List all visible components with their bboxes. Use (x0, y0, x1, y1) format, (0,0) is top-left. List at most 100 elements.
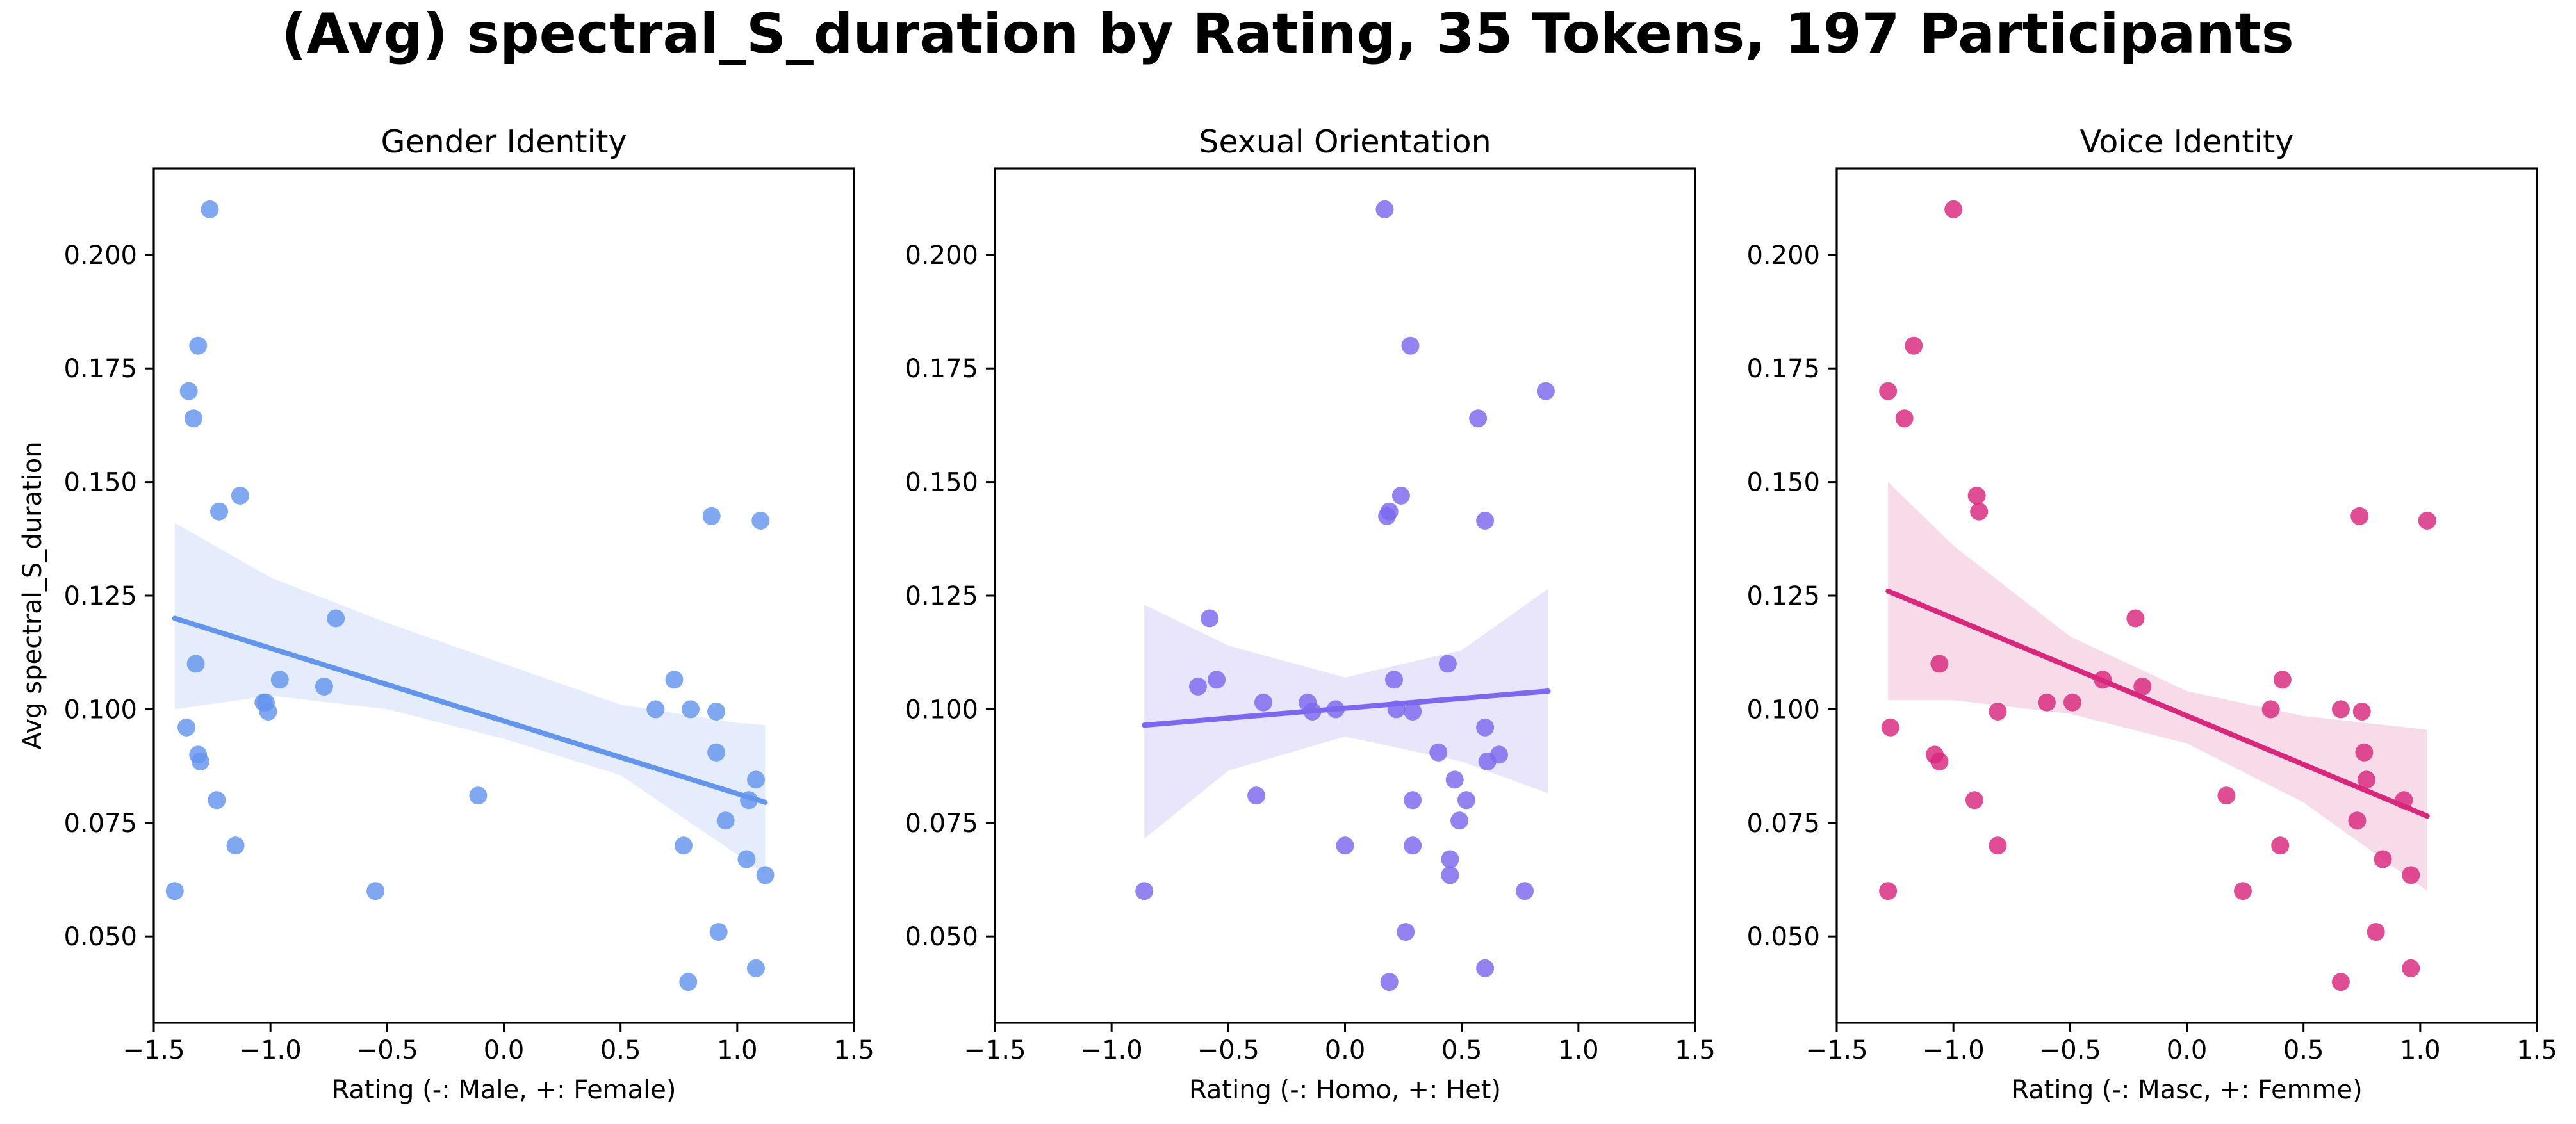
data-point (1989, 836, 2007, 855)
data-point (2126, 609, 2145, 628)
data-point (1536, 382, 1555, 400)
data-point (165, 882, 184, 900)
data-point (1476, 511, 1495, 530)
x-tick-label: −0.5 (1197, 1036, 1259, 1065)
data-point (2233, 882, 2252, 900)
data-point (2350, 507, 2369, 525)
data-point (646, 700, 665, 719)
confidence-band (1888, 482, 2427, 892)
y-tick-label: 0.075 (63, 809, 137, 838)
confidence-band (174, 523, 766, 876)
y-tick-label: 0.150 (63, 468, 137, 498)
data-point (469, 786, 488, 805)
x-tick-label: 0.0 (2167, 1036, 2208, 1065)
data-point (1930, 752, 1949, 770)
panel-title: Sexual Orientation (1199, 124, 1491, 160)
data-point (751, 511, 770, 530)
x-tick-label: 0.5 (1441, 1036, 1482, 1065)
data-point (679, 973, 698, 991)
x-tick-label: 1.0 (717, 1036, 758, 1065)
data-point (1445, 770, 1464, 789)
data-point (709, 923, 728, 941)
data-point (177, 718, 196, 737)
data-point (1469, 409, 1488, 428)
y-axis-label: Avg spectral_S_duration (18, 441, 47, 749)
data-point (2355, 743, 2374, 762)
plot-frame (994, 167, 1696, 1024)
data-point (1385, 671, 1404, 689)
data-point (1404, 791, 1422, 810)
x-tick-label: −1.0 (1081, 1036, 1143, 1065)
regression-line (1142, 688, 1551, 728)
data-point (259, 702, 277, 721)
data-point (1944, 200, 1963, 218)
data-point (2273, 671, 2292, 689)
y-tick-label: 0.050 (1746, 922, 1820, 952)
data-point (2037, 693, 2056, 712)
data-point (1441, 866, 1459, 884)
x-tick-label: −1.0 (240, 1036, 302, 1065)
data-point (2331, 700, 2350, 719)
data-point (1254, 693, 1272, 712)
data-point (1516, 882, 1534, 900)
data-point (2402, 959, 2420, 977)
x-tick-label: −0.5 (2039, 1036, 2101, 1065)
y-tick-label: 0.100 (63, 695, 137, 724)
data-point (1457, 791, 1475, 810)
data-point (208, 791, 226, 810)
regression-line (172, 615, 768, 805)
y-tick-label: 0.175 (905, 354, 978, 384)
data-point (189, 336, 208, 355)
voice-identity-panel: −1.5 −1.0 −0.5 0.0 0.5 1.0 1.5 0.050 0.075 0.100 0… (1746, 124, 2557, 1105)
data-point (231, 486, 249, 505)
y-tick-label: 0.200 (1746, 241, 1820, 270)
data-point (226, 836, 245, 855)
data-point (1965, 791, 1983, 810)
gender-identity-panel: −1.5 −1.0 −0.5 0.0 0.5 1.0 1.5 0.050 0.075 0.100 0… (18, 124, 874, 1105)
data-point (191, 752, 209, 770)
confidence-band (1144, 589, 1548, 839)
data-point (2358, 770, 2376, 789)
x-tick-label: 0.5 (600, 1036, 641, 1065)
data-point (201, 200, 219, 218)
data-point (1135, 882, 1154, 900)
data-point (1967, 486, 1986, 505)
y-tick-label: 0.150 (905, 468, 978, 498)
data-point (1930, 655, 1949, 673)
data-point (716, 811, 735, 830)
x-tick-label: 0.0 (484, 1036, 525, 1065)
data-point (2271, 836, 2290, 855)
data-point (210, 502, 229, 521)
data-point (2331, 973, 2350, 991)
data-point (1397, 923, 1415, 941)
data-point (1247, 786, 1266, 805)
data-point (707, 702, 726, 721)
x-tick-label: 0.5 (2283, 1036, 2324, 1065)
data-point (707, 743, 726, 762)
data-point (315, 677, 333, 696)
data-point (1476, 959, 1495, 977)
data-point (1879, 882, 1898, 900)
y-tick-label: 0.100 (1746, 695, 1820, 724)
y-tick-label: 0.175 (63, 354, 137, 384)
data-point (1450, 811, 1469, 830)
data-point (2402, 866, 2420, 884)
y-tick-label: 0.200 (905, 241, 978, 270)
panel-title: Voice Identity (2080, 124, 2294, 160)
data-point (186, 655, 205, 673)
data-point (665, 671, 684, 689)
y-tick-label: 0.175 (1746, 354, 1820, 384)
data-point (1401, 336, 1420, 355)
data-point (1375, 200, 1394, 218)
data-point (1881, 718, 1899, 737)
x-tick-label: −1.0 (1923, 1036, 1985, 1065)
x-tick-label: −1.5 (1805, 1036, 1867, 1065)
data-point (184, 409, 202, 428)
panel-title: Gender Identity (381, 124, 627, 160)
y-tick-label: 0.125 (905, 582, 978, 611)
data-point (1380, 502, 1399, 521)
data-point (2367, 923, 2385, 941)
figure-title: (Avg) spectral_S_duration by Rating, 35 … (281, 2, 2294, 66)
data-point (756, 866, 775, 884)
